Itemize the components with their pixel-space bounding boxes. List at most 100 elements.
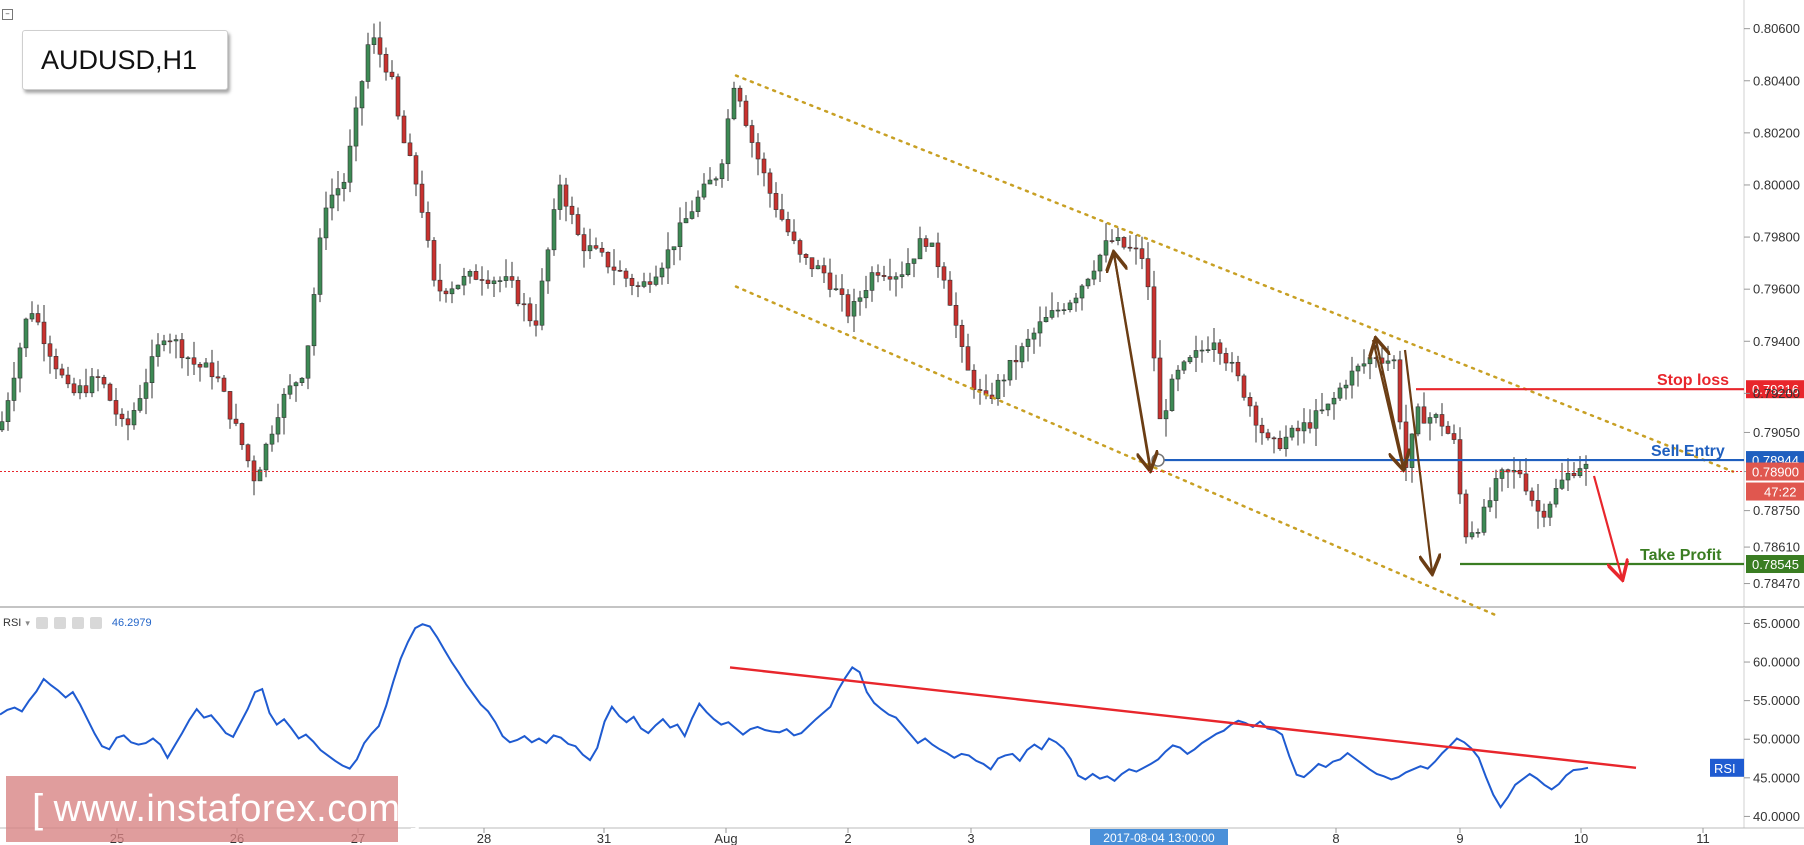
time-tick-label: 31	[597, 831, 611, 845]
candle-body	[1223, 353, 1229, 364]
candle-body	[461, 275, 467, 286]
candle-body	[959, 324, 965, 347]
candle-body	[725, 118, 731, 165]
collapse-icon[interactable]: –	[2, 9, 13, 20]
candle-body	[1463, 493, 1469, 538]
candle-body	[863, 290, 869, 299]
projection-arrow	[1376, 340, 1406, 469]
candle-body	[617, 269, 623, 272]
candle-body	[23, 318, 29, 349]
watermark-bracket-close: ]	[410, 786, 423, 831]
candle-body	[749, 125, 755, 143]
candle-body	[1259, 424, 1265, 434]
candle-body	[1571, 472, 1577, 477]
close-icon[interactable]	[71, 617, 84, 629]
rsi-legend: RSI ▾ 46.2979	[3, 617, 152, 629]
candle-body	[917, 238, 923, 260]
candle-body	[1043, 317, 1049, 323]
eye-icon[interactable]	[35, 617, 48, 629]
candle-body	[947, 279, 953, 306]
candle-body	[1229, 361, 1235, 364]
candle-body	[11, 377, 17, 401]
level-label: Stop loss	[1657, 372, 1729, 389]
candle-body	[1349, 370, 1355, 386]
candle-body	[623, 270, 629, 279]
candle-body	[1241, 375, 1247, 398]
candle-body	[761, 158, 767, 174]
candle-body	[779, 209, 785, 220]
channel-lower-line[interactable]	[734, 285, 1497, 617]
candle-body	[1079, 285, 1085, 299]
candle-body	[1085, 278, 1091, 287]
candle-body	[563, 184, 569, 207]
candle-body	[1163, 410, 1169, 420]
candle-body	[1157, 357, 1163, 420]
candle-body	[125, 418, 131, 426]
candle-body	[1397, 359, 1403, 423]
candle-body	[557, 184, 563, 210]
rsi-trendline[interactable]	[729, 666, 1637, 769]
candle-body	[773, 193, 779, 210]
more-icon[interactable]	[89, 617, 102, 629]
candle-body	[89, 376, 95, 394]
candle-body	[203, 362, 209, 368]
candle-body	[515, 280, 521, 305]
rsi-tick-label: 55.0000	[1753, 693, 1800, 708]
candle-body	[911, 258, 917, 264]
candle-body	[1193, 350, 1199, 358]
candle-body	[1433, 414, 1439, 418]
candle-body	[935, 242, 941, 268]
candle-body	[1007, 359, 1013, 381]
candle-body	[383, 53, 389, 73]
candle-body	[1139, 248, 1145, 259]
watermark-bracket-open: [	[32, 786, 44, 831]
candle-body	[701, 183, 707, 198]
candle-body	[221, 377, 227, 392]
candle-body	[677, 222, 683, 247]
candle-body	[893, 276, 899, 280]
candle-body	[1409, 433, 1415, 468]
candle-body	[293, 382, 299, 387]
candle-body	[281, 393, 287, 418]
candle-body	[341, 181, 347, 189]
level-badge	[1746, 380, 1804, 399]
candle-body	[1025, 338, 1031, 347]
candle-body	[1445, 425, 1451, 434]
candle-body	[503, 276, 509, 281]
candle-body	[1325, 403, 1331, 411]
candle-body	[1307, 422, 1313, 429]
candle-body	[473, 271, 479, 280]
candle-body	[1583, 463, 1589, 469]
time-tick-label: 28	[477, 831, 491, 845]
channel-upper-line[interactable]	[734, 74, 1735, 473]
candle-body	[1319, 409, 1325, 412]
candle-body	[923, 238, 929, 247]
candle-body	[311, 294, 317, 347]
candle-body	[521, 303, 527, 306]
candle-body	[323, 207, 329, 239]
candle-body	[5, 400, 11, 422]
candle-body	[1295, 427, 1301, 432]
rsi-badge-label: RSI	[1714, 761, 1736, 776]
candle-body	[881, 275, 887, 277]
candle-body	[467, 271, 473, 277]
price-tick-label: 0.79050	[1753, 425, 1800, 440]
candle-body	[851, 301, 857, 317]
candle-body	[1235, 361, 1241, 377]
candle-body	[1481, 506, 1487, 533]
candle-body	[965, 346, 971, 371]
candle-body	[539, 280, 545, 326]
chevron-down-icon[interactable]: ▾	[25, 617, 30, 628]
candle-body	[491, 280, 497, 284]
candle-body	[833, 288, 839, 291]
candle-body	[143, 382, 149, 399]
candle-body	[419, 183, 425, 213]
candle-body	[1361, 363, 1367, 367]
watermark-text: www.instaforex.com	[53, 787, 401, 830]
gear-icon[interactable]	[53, 617, 66, 629]
candle-body	[287, 385, 293, 395]
crosshair-time-label: 2017-08-04 13:00:00	[1103, 831, 1215, 845]
candle-body	[425, 212, 431, 241]
